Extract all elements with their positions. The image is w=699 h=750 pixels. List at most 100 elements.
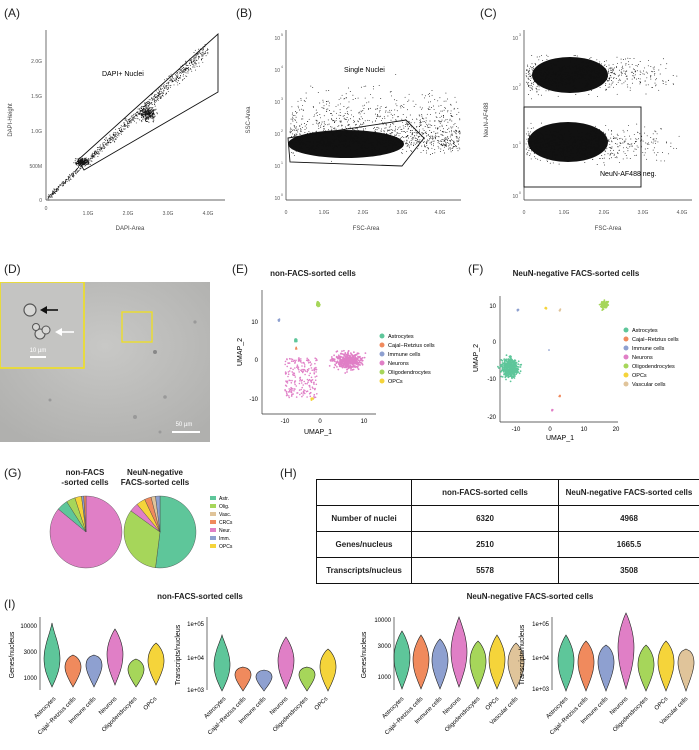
category-label: Neurons [98, 696, 118, 716]
pie1-title-line1: non-FACS [65, 468, 105, 477]
gate-label-c: NeuN-AF488 neg. [600, 171, 656, 178]
violin [277, 636, 295, 690]
violin [85, 654, 103, 688]
y-tick-exp: 3 [281, 97, 283, 101]
legend-item: OPCs [219, 544, 233, 550]
y-tick-exp: 5 [281, 33, 283, 37]
umap-plot-f: -10 0 10 20 10 0 -10 -20 UMAP_1 UMAP_2 A… [473, 296, 679, 442]
table-cell: Genes/nucleus [316, 531, 412, 558]
table-cell: 6320 [411, 505, 559, 532]
legend-item: Imm. [219, 536, 230, 542]
y-tick: 10 [274, 100, 280, 106]
pie-slice [83, 495, 87, 533]
category-label: Oligodendrocytes [101, 696, 138, 733]
y-axis-label-c: NeuN-AF488 [484, 102, 490, 138]
x-tick: 2.0G [358, 210, 369, 216]
category-label: Cajal−Retzius cells [549, 696, 589, 736]
category-label: Neurons [609, 696, 629, 716]
violin [255, 669, 273, 692]
panel-label-b: (B) [236, 6, 252, 20]
legend-item: Neurons [632, 355, 653, 361]
category-label: Oligodendrocytes [444, 696, 481, 733]
gate-rect-c [523, 106, 642, 188]
y-axis-label-f: UMAP_2 [473, 344, 480, 372]
y-tick-exp: 0 [281, 193, 283, 197]
category-label: OPCs [314, 696, 330, 712]
category-label: OPCs [143, 696, 159, 712]
violin [469, 640, 487, 690]
y-tick: 0 [255, 358, 259, 364]
x-tick: 3.0G [638, 210, 649, 216]
legend-item: OPCs [388, 379, 403, 385]
x-tick: 0 [318, 419, 322, 425]
y-tick-exp: 1 [281, 161, 283, 165]
y-tick: 10 [512, 36, 518, 42]
category-label: Oligodendrocytes [612, 696, 649, 733]
violin [127, 658, 145, 688]
scatter-cloud-c [525, 54, 680, 166]
microscopy-image: 10 µm 50 µm [0, 282, 210, 442]
panel-label-i: (I) [4, 597, 16, 611]
category-label: Cajal−Retzius cells [37, 696, 77, 736]
y-axis-label: Genes/nucleus [361, 631, 368, 678]
violin [298, 666, 316, 692]
legend-item: Astrocytes [632, 328, 658, 334]
panel-label-a: (A) [4, 6, 20, 20]
umap-plot-e: -10 0 10 10 0 -10 UMAP_1 UMAP_2 Astrocyt… [237, 290, 435, 436]
category-label: Oligodendrocytes [272, 696, 309, 733]
violin [637, 644, 655, 692]
legend-item: Oligodendrocytes [632, 364, 675, 370]
x-axis-label-a: DAPI-Area [116, 226, 145, 232]
violin-title-2: NeuN-negative FACS-sorted cells [466, 592, 594, 601]
y-tick-exp: 0 [519, 191, 521, 195]
y-tick: 2.0G [31, 59, 42, 65]
violin [213, 634, 231, 692]
violin [393, 630, 411, 690]
y-tick: 1e+04 [187, 656, 205, 662]
flow-plot-c: NeuN-AF488 neg. 0 1.0G 2.0G 3.0G 4.0G 10… [484, 30, 692, 232]
scale-text-inset: 10 µm [30, 348, 47, 354]
violin [319, 648, 337, 692]
panel-label-d: (D) [4, 262, 21, 276]
x-tick: 4.0G [435, 210, 446, 216]
umap-points-f [497, 299, 610, 412]
gate-polygon-a [77, 32, 219, 171]
violin [450, 616, 468, 688]
legend-item: Cajal−Retzius cells [388, 343, 435, 349]
violin [617, 612, 635, 691]
flow-plot-b: Single Nuclei 0 1.0G 2.0G 3.0G 4.0G 100 … [246, 30, 461, 232]
x-tick: 10 [581, 427, 588, 433]
table-cell: 4968 [558, 505, 699, 532]
category-label: Neurons [269, 696, 289, 716]
inset-image [0, 282, 85, 369]
x-tick: 2.0G [599, 210, 610, 216]
y-tick: 3000 [378, 644, 392, 650]
legend-item: Oligodendrocytes [388, 370, 431, 376]
x-tick: 0 [285, 210, 288, 216]
table-cell: 3508 [558, 557, 699, 584]
x-axis-label-b: FSC-Area [353, 226, 380, 232]
table-cell: 2510 [411, 531, 559, 558]
y-tick: 0 [493, 340, 497, 346]
legend-item: Olig. [219, 504, 229, 510]
summary-table: non-FACS-sorted cells NeuN-negative FACS… [316, 479, 699, 584]
y-tick: 1000 [378, 675, 392, 681]
violin-shapes [43, 612, 695, 692]
panel-label-g: (G) [4, 466, 22, 480]
legend-item: Astr. [219, 496, 229, 502]
x-axis-label-e: UMAP_1 [304, 429, 332, 436]
panel-label-f: (F) [468, 262, 484, 276]
y-tick: 10 [489, 304, 496, 310]
violin-title-1: non-FACS-sorted cells [157, 592, 243, 601]
legend-item: Immune cells [388, 352, 421, 358]
y-tick: -10 [487, 377, 496, 383]
x-tick: 0 [45, 206, 48, 212]
violin [431, 638, 449, 690]
y-axis-label-a: DAPI-Height [8, 103, 14, 137]
gate-polygon-b [287, 119, 425, 167]
x-tick: 4.0G [203, 211, 214, 217]
legend-item: OPCs [632, 373, 647, 379]
x-tick: -10 [512, 427, 521, 433]
x-axis-label-c: FSC-Area [595, 226, 622, 232]
panel-label-c: (C) [480, 6, 497, 20]
